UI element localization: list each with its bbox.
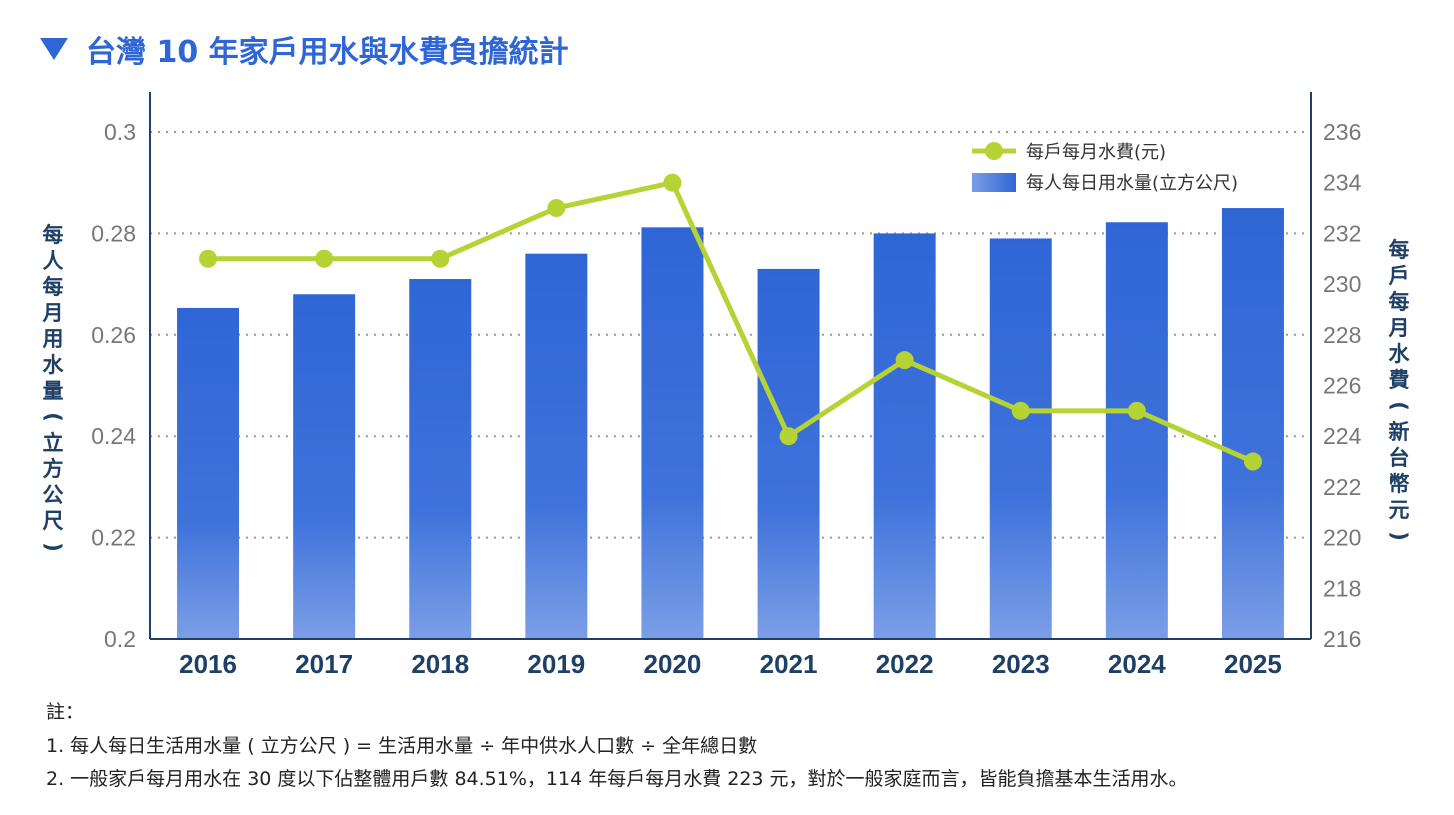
chart-title-text: 台灣 10 年家戶用水與水費負擔統計 [86, 35, 569, 70]
left-tick-label: 0.28 [91, 220, 136, 246]
left-axis-label: 每人每月用水量(立方公尺) [41, 223, 65, 552]
bar-2023 [989, 238, 1052, 639]
right-tick-label: 234 [1323, 170, 1362, 196]
line-point-2021 [779, 427, 798, 446]
x-tick-label: 2025 [1224, 649, 1282, 679]
bar-2016 [177, 307, 240, 639]
left-tick-label: 0.2 [104, 626, 136, 652]
left-tick-label: 0.26 [91, 322, 136, 348]
line-point-2024 [1127, 401, 1146, 420]
line-series [199, 173, 1262, 471]
legend-line-label: 每戶每月水費(元) [1026, 142, 1166, 163]
legend-bar-swatch [972, 173, 1016, 192]
left-tick-label: 0.3 [104, 119, 136, 145]
x-tick-label: 2017 [295, 649, 353, 679]
x-tick-label: 2021 [760, 649, 818, 679]
notes-header: 註： [46, 701, 85, 723]
right-tick-label: 232 [1323, 220, 1361, 246]
combo-chart: 0.2 0.22 0.24 0.26 0.28 0.3 216 218 220 222 224 22… [91, 92, 1362, 679]
line-point-2023 [1011, 401, 1030, 420]
left-axis-ticks: 0.2 0.22 0.24 0.26 0.28 0.3 [91, 119, 136, 652]
line-point-2017 [315, 249, 334, 268]
x-tick-label: 2022 [876, 649, 934, 679]
bar-2018 [409, 279, 472, 639]
bar-2019 [525, 253, 588, 639]
right-tick-label: 220 [1323, 525, 1361, 551]
left-tick-label: 0.22 [91, 525, 136, 551]
bar-2021 [757, 268, 820, 639]
x-axis-ticks: 2016 2017 2018 2019 2020 2021 2022 2023 2024 2025 [179, 649, 1282, 679]
right-tick-label: 236 [1323, 119, 1361, 145]
line-path [208, 180, 1254, 464]
right-tick-label: 222 [1323, 474, 1361, 500]
right-tick-label: 218 [1323, 575, 1361, 601]
note-line-1: 1. 每人每日生活用水量 ( 立方公尺 ) = 生活用水量 ÷ 年中供水人口數 … [46, 735, 758, 757]
right-tick-label: 226 [1323, 373, 1361, 399]
x-tick-label: 2023 [992, 649, 1050, 679]
right-axis-ticks: 216 218 220 222 224 226 228 230 232 234 236 [1323, 119, 1362, 652]
bar-2025 [1221, 208, 1284, 640]
x-tick-label: 2016 [179, 649, 237, 679]
x-tick-label: 2018 [411, 649, 469, 679]
line-point-2022 [895, 351, 914, 370]
x-tick-label: 2019 [527, 649, 585, 679]
line-point-2018 [431, 249, 450, 268]
x-tick-label: 2020 [644, 649, 702, 679]
bar-2017 [293, 294, 356, 639]
line-point-2025 [1243, 452, 1262, 471]
legend-line-marker [985, 142, 1003, 160]
left-tick-label: 0.24 [91, 423, 136, 449]
line-point-2019 [547, 199, 566, 218]
right-tick-label: 228 [1323, 322, 1361, 348]
right-tick-label: 224 [1323, 423, 1362, 449]
right-axis-label: 每戶每月水費(新台幣元) [1387, 238, 1411, 541]
line-point-2016 [199, 249, 218, 268]
axes [149, 92, 1312, 640]
bar-2022 [873, 233, 936, 639]
bar-2020 [641, 227, 704, 640]
x-tick-label: 2024 [1108, 649, 1166, 679]
legend-bar-label: 每人每日用水量(立方公尺) [1026, 173, 1238, 194]
bar-series [177, 208, 1284, 640]
bar-2024 [1105, 222, 1168, 639]
line-point-2020 [663, 173, 682, 192]
chart-title: 台灣 10 年家戶用水與水費負擔統計 [40, 24, 569, 74]
right-tick-label: 230 [1323, 271, 1361, 297]
legend: 每戶每月水費(元) 每人每日用水量(立方公尺) [972, 142, 1238, 194]
right-tick-label: 216 [1323, 626, 1361, 652]
note-line-2: 2. 一般家戶每月用水在 30 度以下佔整體用戶數 84.51%，114 年每戶… [46, 768, 1188, 790]
triangle-down-icon [40, 38, 68, 60]
